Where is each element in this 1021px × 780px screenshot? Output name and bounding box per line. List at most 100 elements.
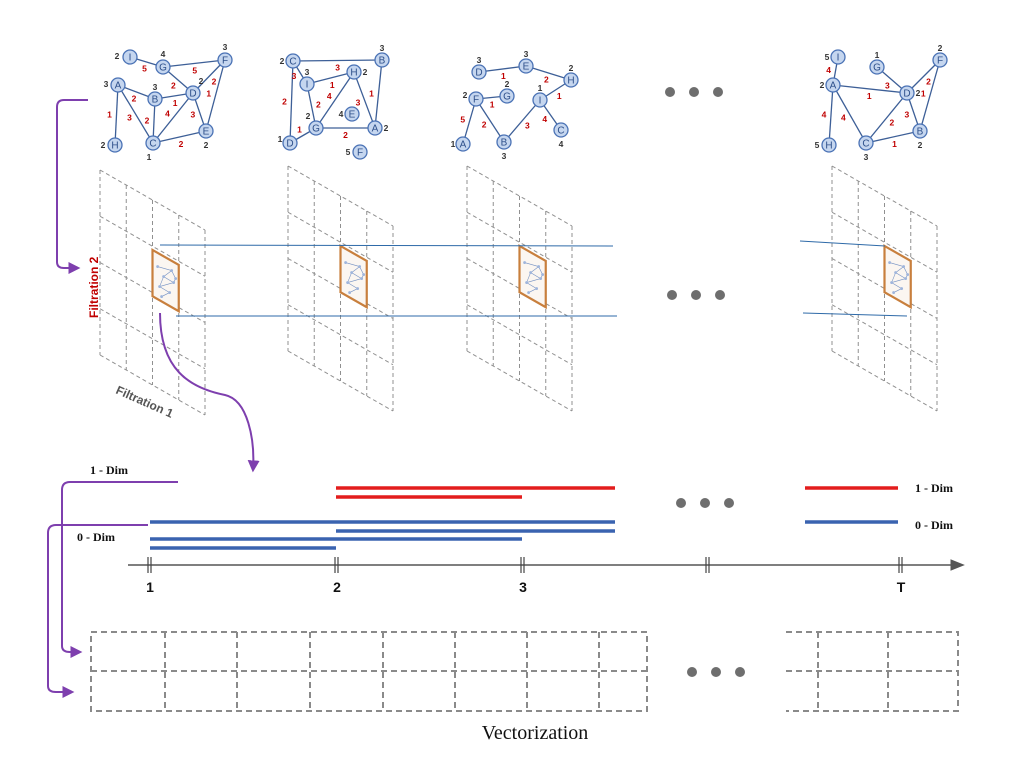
bifiltration-grids: [99, 165, 938, 416]
edge-weight-label: 3: [292, 71, 297, 81]
node-label: F: [937, 56, 943, 67]
edge-weight-label: 2: [890, 117, 895, 127]
vectorization-label: Vectorization: [482, 722, 589, 744]
node-label: D: [475, 68, 482, 79]
edge-weight-label: 1: [369, 88, 374, 98]
graph-node: H2: [101, 137, 123, 153]
edge-weight-label: 4: [165, 109, 170, 119]
graph-node: A3: [104, 77, 126, 93]
ellipsis-grids: [667, 290, 725, 300]
edge-weight-label: 1: [921, 89, 926, 99]
node-weight-label: 2: [280, 56, 285, 66]
barcode-1dim: [336, 486, 898, 499]
node-weight-label: 1: [278, 134, 283, 144]
node-label: B: [917, 127, 924, 138]
node-label: I: [837, 53, 840, 64]
node-weight-label: 2: [820, 80, 825, 90]
node-label: I: [539, 96, 542, 107]
graph-node: I2: [115, 49, 138, 65]
graph-node: B3: [374, 43, 390, 68]
edge-weight-label: 1: [501, 71, 506, 81]
graph-node: H5: [815, 137, 837, 153]
zero-dim-label-left: 0 - Dim: [77, 530, 115, 544]
node-label: C: [289, 57, 296, 68]
node-weight-label: 3: [104, 79, 109, 89]
graph-edge: [906, 59, 941, 94]
graph-node: A2: [820, 77, 841, 93]
edge-weight-label: 4: [826, 65, 831, 75]
node-weight-label: 2: [938, 43, 943, 53]
node-label: A: [372, 124, 379, 135]
node-label: E: [203, 127, 210, 138]
node-label: D: [189, 89, 196, 100]
node-label: B: [379, 56, 386, 67]
graph-edge: [525, 65, 572, 81]
node-weight-label: 2: [306, 111, 311, 121]
node-label: H: [350, 68, 357, 79]
edge-weight-label: 4: [841, 112, 846, 122]
node-label: G: [159, 63, 167, 74]
graph-edge: [919, 59, 941, 132]
node-label: C: [149, 139, 156, 150]
graph-edge: [478, 65, 527, 73]
ellipsis-graphs: [665, 87, 723, 97]
graph-node: I3: [299, 67, 315, 92]
graph-edge: [162, 59, 226, 68]
node-weight-label: 4: [559, 139, 564, 149]
highlighted-cell: [518, 244, 547, 310]
ellipsis-vectors: [687, 667, 745, 677]
mini-graph: [888, 261, 910, 294]
graph-edge: [289, 60, 294, 144]
graph-node: C3: [858, 135, 874, 162]
graph-edge: [475, 98, 505, 143]
edge-weight-label: 1: [557, 91, 562, 101]
node-label: A: [460, 140, 467, 151]
highlighted-cell: [883, 244, 912, 310]
edge-weight-label: 3: [191, 109, 196, 119]
mini-graph: [344, 261, 366, 294]
node-weight-label: 2: [505, 79, 510, 89]
node-weight-label: 2: [463, 90, 468, 100]
edge-weight-label: 3: [905, 109, 910, 119]
node-weight-label: 3: [380, 43, 385, 53]
node-weight-label: 1: [147, 152, 152, 162]
graph-node: D2: [185, 76, 204, 101]
mini-graph: [523, 261, 545, 294]
graph-edge: [292, 59, 383, 62]
graph-edge: [152, 130, 207, 144]
bifiltration-grid-3: [466, 165, 573, 412]
node-label: F: [357, 148, 363, 159]
node-weight-label: 3: [223, 42, 228, 52]
graph-node: F3: [217, 42, 233, 68]
node-label: C: [557, 126, 564, 137]
node-weight-label: 2: [384, 123, 389, 133]
node-label: A: [115, 81, 122, 92]
node-weight-label: 3: [477, 55, 482, 65]
graph-edge: [865, 130, 921, 144]
node-label: G: [503, 92, 511, 103]
edge-weight-label: 2: [212, 76, 217, 86]
node-weight-label: 5: [346, 147, 351, 157]
edge-weight-label: 2: [132, 94, 137, 104]
node-weight-label: 3: [524, 49, 529, 59]
edge-weight-label: 2: [343, 130, 348, 140]
edge-weight-label: 3: [335, 62, 340, 72]
edge-weight-label: 1: [297, 124, 302, 134]
node-weight-label: 3: [153, 82, 158, 92]
tick-label-T: T: [897, 579, 906, 595]
graph-edge: [832, 84, 867, 144]
edge-weight-label: 1: [330, 80, 335, 90]
node-weight-label: 2: [918, 140, 923, 150]
one-dim-label-right: 1 - Dim: [915, 481, 953, 495]
node-label: I: [129, 53, 132, 64]
graph-node: B3: [496, 134, 512, 161]
graph-node: F2: [463, 90, 484, 107]
node-label: I: [306, 80, 309, 91]
highlighted-cell: [339, 244, 368, 310]
graph-node: C4: [553, 122, 569, 149]
node-weight-label: 2: [199, 76, 204, 86]
graph-edge: [205, 59, 226, 132]
